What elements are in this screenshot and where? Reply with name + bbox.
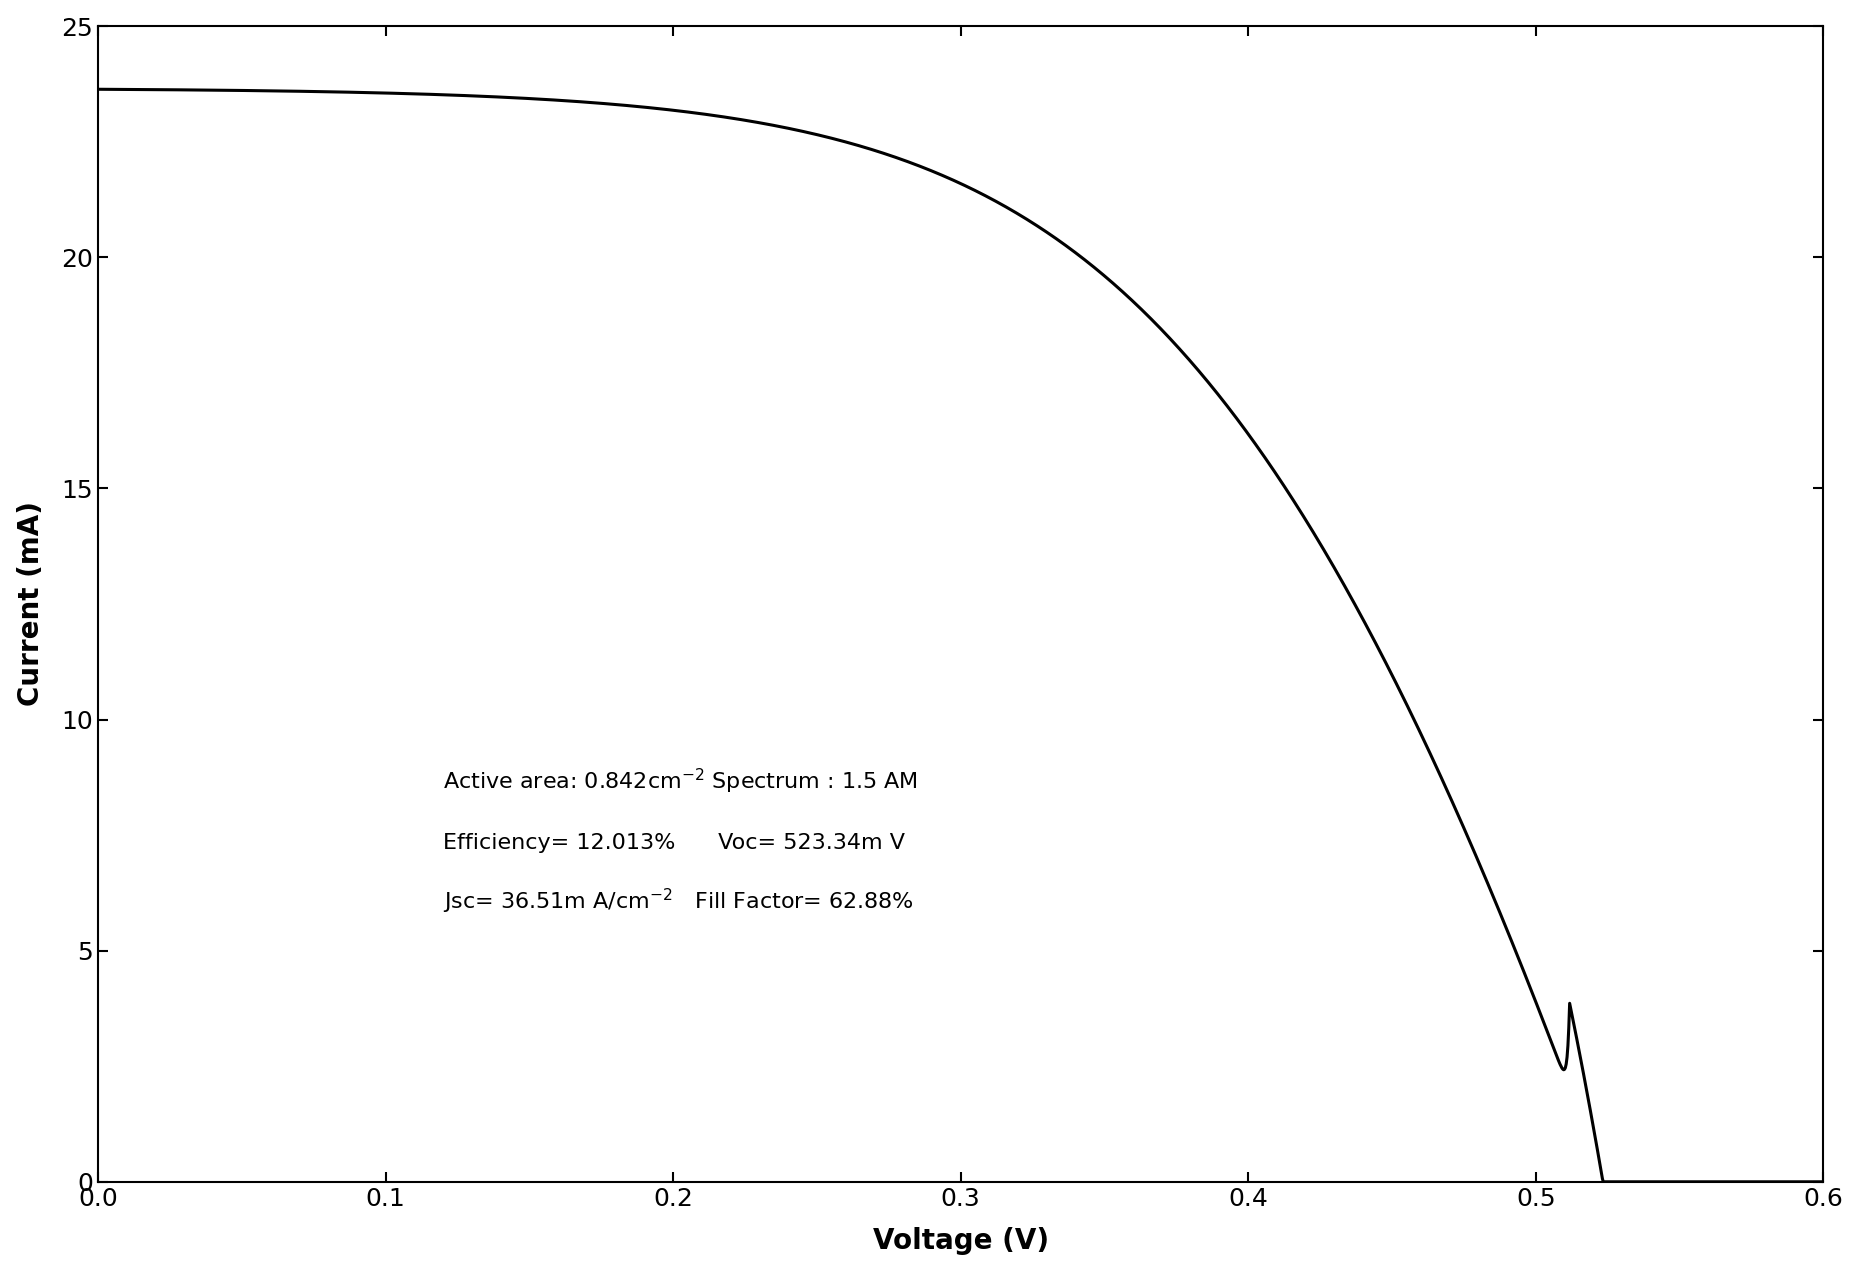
Text: Efficiency= 12.013%      Voc= 523.34m V: Efficiency= 12.013% Voc= 523.34m V <box>443 833 906 854</box>
Text: Active area: 0.842cm$^{-2}$ Spectrum : 1.5 AM: Active area: 0.842cm$^{-2}$ Spectrum : 1… <box>443 767 919 796</box>
X-axis label: Voltage (V): Voltage (V) <box>872 1227 1049 1255</box>
Text: Jsc= 36.51m A/cm$^{-2}$   Fill Factor= 62.88%: Jsc= 36.51m A/cm$^{-2}$ Fill Factor= 62.… <box>443 887 913 916</box>
Y-axis label: Current (mA): Current (mA) <box>17 501 45 706</box>
